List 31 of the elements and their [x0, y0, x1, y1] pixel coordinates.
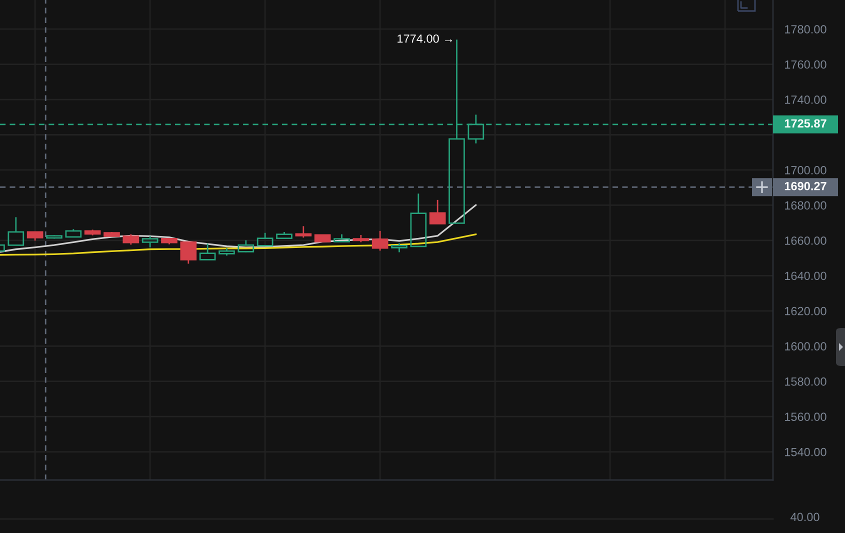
- candlestick: [256, 232, 274, 246]
- candlestick: [122, 234, 140, 246]
- y-tick-label: 1680.00: [785, 201, 826, 210]
- y-tick-label: 1600.00: [785, 342, 826, 351]
- candlestick: [276, 231, 292, 240]
- y-tick-label: 1620.00: [785, 306, 826, 316]
- y-tick-label: 1560.00: [785, 412, 826, 421]
- y-tick-label: 1660.00: [785, 236, 826, 245]
- y-tick-label: 1540.00: [785, 448, 826, 456]
- y-tick-label: 1700.00: [785, 166, 826, 174]
- candlestick: [410, 192, 427, 248]
- y-tick-label: 1580.00: [785, 377, 826, 386]
- candlestick: [65, 228, 82, 238]
- y-tick-label: 1740.00: [785, 96, 826, 104]
- candlestick: [295, 225, 312, 238]
- candlestick: [334, 234, 350, 242]
- candlestick: [142, 236, 158, 248]
- candlestick: [429, 199, 446, 224]
- y-tick-label: 1760.00: [785, 60, 826, 69]
- candlestick: [8, 216, 24, 246]
- ref-line-label: 1725.87: [784, 119, 826, 128]
- candlestick: [180, 241, 197, 264]
- ref-line-label: 1690.27: [784, 182, 826, 190]
- candlestick: [218, 247, 235, 256]
- text: 40.00: [790, 512, 820, 522]
- y-tick-label: 1640.00: [785, 272, 826, 280]
- annotation: 1774.00 →: [398, 34, 452, 43]
- candlestick: [238, 240, 254, 252]
- candlestick: [372, 230, 388, 252]
- candlestick: [199, 242, 216, 260]
- y-tick-label: 1780.00: [785, 25, 826, 34]
